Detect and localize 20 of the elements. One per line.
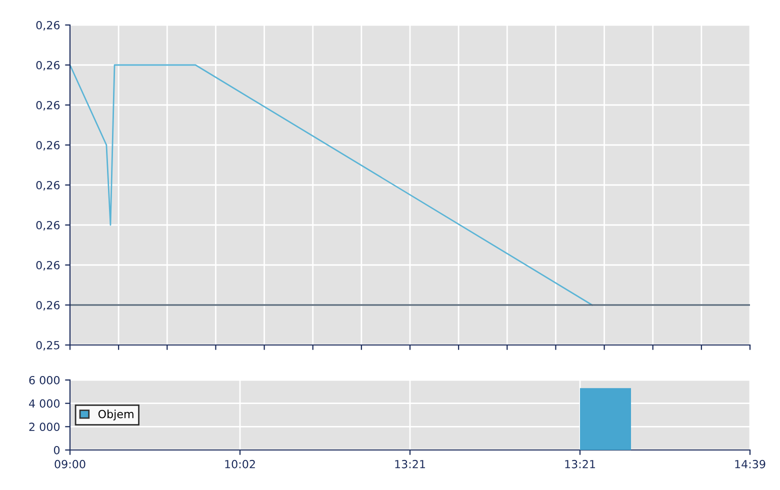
y-tick-label: 0,26 bbox=[36, 140, 60, 151]
legend-label: Objem bbox=[98, 410, 134, 420]
y-tick-label: 0,26 bbox=[36, 60, 60, 71]
y-tick-label: 6 000 bbox=[29, 376, 60, 384]
y-tick-label: 0,26 bbox=[36, 300, 60, 311]
y-tick-label: 0,26 bbox=[36, 20, 60, 31]
y-tick-label: 0,26 bbox=[36, 220, 60, 231]
x-tick-label: 13:21 bbox=[395, 460, 425, 468]
y-tick-label: 4 000 bbox=[29, 399, 60, 408]
x-tick-label: 09:00 bbox=[54, 460, 86, 468]
y-tick-label: 2 000 bbox=[29, 422, 60, 432]
x-tick-label: 10:02 bbox=[225, 460, 255, 468]
y-tick-label: 0,26 bbox=[36, 100, 60, 111]
y-tick-label: 0,26 bbox=[36, 180, 60, 191]
y-tick-label: 0,25 bbox=[36, 340, 60, 351]
y-tick-label: 0 bbox=[54, 446, 60, 454]
x-tick-label: 13:21 bbox=[565, 460, 595, 468]
x-tick-label: 14:39 bbox=[735, 460, 766, 468]
line-series bbox=[70, 64, 593, 306]
y-tick-label: 0,26 bbox=[36, 260, 60, 271]
